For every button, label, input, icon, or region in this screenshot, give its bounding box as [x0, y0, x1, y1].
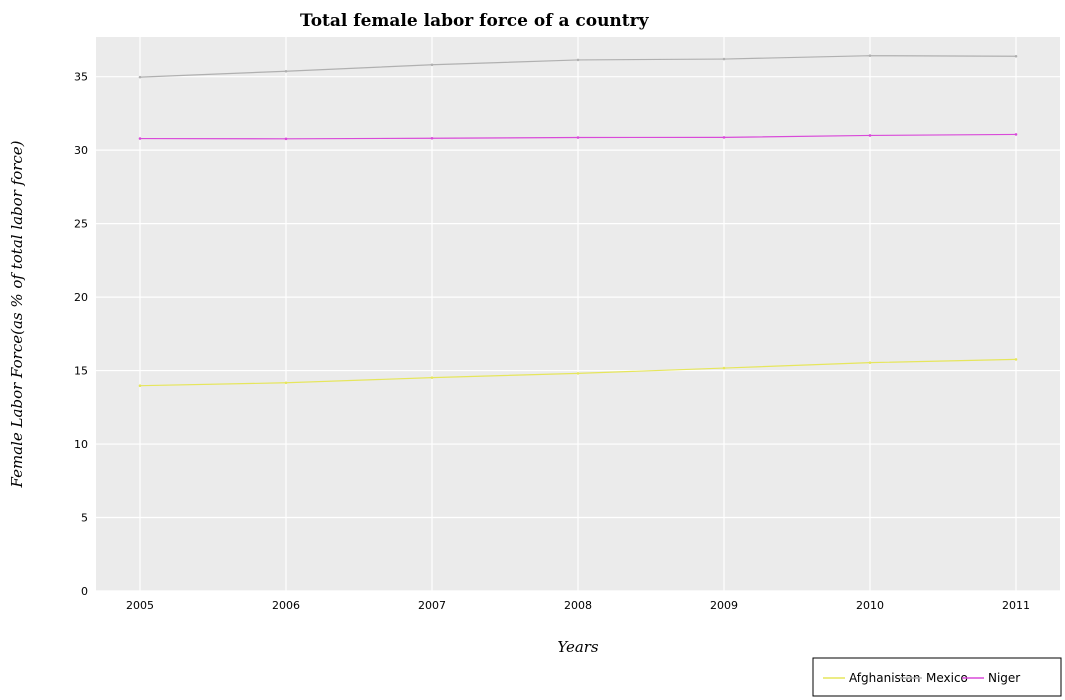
legend: Afghanistan Mexico Niger [812, 657, 1062, 697]
data-point-niger [138, 137, 142, 140]
data-point-niger [722, 136, 726, 139]
y-tick-label: 35 [74, 71, 88, 84]
data-point-niger [868, 134, 872, 137]
data-point-niger [1014, 133, 1018, 136]
data-point-afghanistan [722, 366, 726, 370]
data-point-niger [284, 137, 288, 141]
y-tick-label: 5 [81, 512, 88, 525]
data-point-afghanistan [284, 381, 288, 385]
x-tick-label: 2009 [710, 599, 738, 612]
data-point-mexico [722, 57, 726, 61]
x-axis-ticks: 2005 2006 2007 2008 2009 2010 2011 [126, 599, 1030, 612]
legend-label-mexico: Mexico [926, 671, 968, 685]
x-tick-label: 2006 [272, 599, 300, 612]
chart-title: Total female labor force of a country [300, 11, 650, 31]
x-tick-label: 2008 [564, 599, 592, 612]
data-point-afghanistan [138, 384, 142, 388]
data-point-mexico [284, 69, 288, 73]
x-tick-label: 2011 [1002, 599, 1030, 612]
y-tick-label: 10 [74, 438, 88, 451]
legend-label-niger: Niger [988, 671, 1020, 685]
x-tick-label: 2010 [856, 599, 884, 612]
data-point-afghanistan [868, 361, 872, 364]
y-tick-label: 15 [74, 365, 88, 378]
data-point-mexico [430, 63, 434, 67]
y-tick-label: 20 [74, 291, 88, 304]
data-point-niger [576, 136, 580, 139]
data-point-afghanistan [430, 376, 434, 379]
y-tick-label: 30 [74, 144, 88, 157]
data-point-mexico [138, 75, 142, 79]
y-axis-label: Female Labor Force(as % of total labor f… [8, 140, 26, 488]
data-point-mexico [576, 58, 580, 62]
y-tick-label: 0 [81, 585, 88, 598]
series-lines [138, 54, 1018, 388]
data-point-afghanistan [576, 372, 580, 375]
x-tick-label: 2005 [126, 599, 154, 612]
y-tick-label: 25 [74, 218, 88, 231]
legend-box [812, 657, 1062, 697]
y-axis-ticks: 0 5 10 15 20 25 30 35 [74, 71, 88, 598]
data-point-afghanistan [1014, 358, 1018, 361]
legend-label-afghanistan: Afghanistan [849, 671, 920, 685]
x-tick-label: 2007 [418, 599, 446, 612]
data-point-niger [430, 136, 434, 140]
x-axis-label: Years [557, 638, 599, 656]
data-point-mexico [1014, 54, 1018, 58]
data-point-mexico [868, 54, 872, 57]
gridlines [96, 37, 1060, 592]
